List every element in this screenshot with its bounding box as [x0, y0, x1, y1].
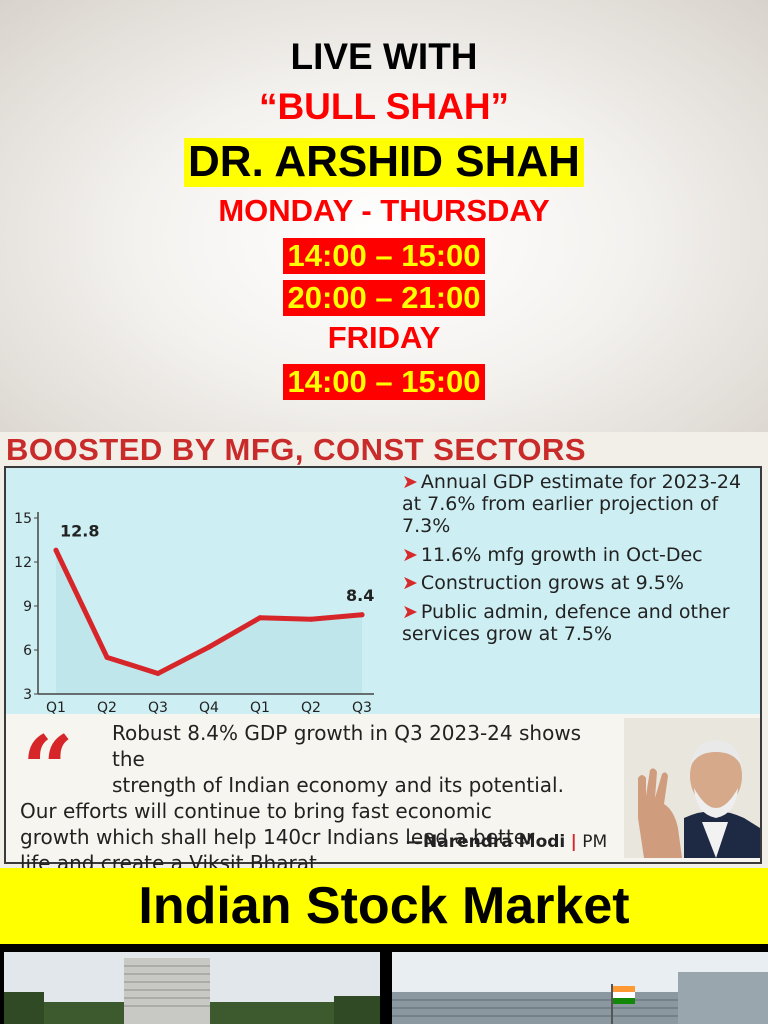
market-banner-title: Indian Stock Market: [138, 877, 630, 935]
bull-shah-label: “BULL SHAH”: [258, 86, 510, 127]
chart-y-tick-label: 12: [14, 555, 32, 571]
bullet-text: 11.6% mfg growth in Oct-Dec: [420, 543, 703, 566]
gdp-chart-svg: 151296312.88.4Q1Q2Q3Q4Q1Q2Q32022-232023-…: [14, 511, 374, 736]
chart-area-fill: [56, 550, 362, 694]
chart-x-tick-label: Q2: [97, 700, 117, 716]
speaker-portrait-icon: [624, 718, 760, 858]
chart-point: [359, 612, 365, 618]
chart-x-tick-label: Q4: [199, 700, 219, 716]
quote-mark-icon: “: [22, 716, 74, 822]
bullet-text: Public admin, defence and other services…: [402, 601, 730, 646]
stock-exchange-building-photo: [4, 952, 380, 1024]
time-slot-2-highlight: 20:00 – 21:00: [283, 280, 485, 316]
chart-point: [257, 615, 263, 621]
chart-y-tick-label: 6: [23, 643, 32, 659]
live-with-label: LIVE WITH: [290, 36, 478, 77]
weekday-label: MONDAY - THURSDAY: [218, 193, 550, 228]
chart-point: [308, 616, 314, 622]
news-clipping: BOOSTED BY MFG, CONST SECTORS 15 12 9 6 3 12.…: [0, 432, 768, 875]
arrow-icon: ➤: [402, 543, 418, 566]
signature-separator: |: [570, 832, 577, 852]
news-bullets: ➤ Annual GDP estimate for 2023-24 at 7.6%…: [402, 471, 752, 653]
schedule-section: LIVE WITH “BULL SHAH” DR. ARSHID SHAH MO…: [0, 0, 768, 432]
chart-point: [104, 654, 110, 660]
quote-box: “ Robust 8.4% GDP growth in Q3 2023-24 s…: [4, 714, 762, 875]
bullet-item: ➤ Public admin, defence and other service…: [402, 601, 752, 646]
arrow-icon: ➤: [402, 572, 418, 595]
chart-point: [206, 644, 212, 650]
bullet-item: ➤ Annual GDP estimate for 2023-24 at 7.6%…: [402, 471, 752, 538]
quote-line: Our efforts will continue to bring fast …: [20, 799, 492, 823]
friday-label: FRIDAY: [327, 320, 441, 355]
signature-role: PM: [582, 832, 608, 852]
time-slot-2: 20:00 – 21:00: [0, 280, 768, 316]
bullet-text: Construction grows at 9.5%: [420, 572, 684, 595]
quote-text: Robust 8.4% GDP growth in Q3 2023-24 sho…: [20, 720, 620, 876]
gdp-chart: 151296312.88.4Q1Q2Q3Q4Q1Q2Q32022-232023-…: [4, 468, 394, 746]
chart-y-tick-label: 15: [14, 511, 32, 527]
host-name: DR. ARSHID SHAH: [0, 138, 768, 187]
chart-x-tick-label: Q2: [301, 700, 321, 716]
chart-y-tick-label: 9: [23, 599, 32, 615]
arrow-icon: ➤: [402, 471, 418, 493]
chart-x-tick-label: Q3: [148, 700, 168, 716]
arrow-icon: ➤: [402, 601, 418, 624]
office-building-photo: [392, 952, 768, 1024]
market-banner: Indian Stock Market: [0, 868, 768, 944]
quote-line: Robust 8.4% GDP growth in Q3 2023-24 sho…: [112, 721, 582, 771]
chart-point: [155, 670, 161, 676]
bullet-item: ➤ Construction grows at 9.5%: [402, 572, 752, 595]
bullet-item: ➤ 11.6% mfg growth in Oct-Dec: [402, 543, 752, 567]
chart-x-tick-label: Q1: [46, 700, 66, 716]
quote-line: growth which shall help 140cr Indians le…: [20, 825, 535, 849]
quote-signature: —Narendra Modi | PM: [406, 832, 607, 852]
time-slot-3-highlight: 14:00 – 15:00: [283, 364, 485, 400]
time-slot-1: 14:00 – 15:00: [0, 238, 768, 274]
quote-line: strength of Indian economy and its poten…: [112, 773, 564, 797]
time-slot-1-highlight: 14:00 – 15:00: [283, 238, 485, 274]
news-headline: BOOSTED BY MFG, CONST SECTORS: [6, 432, 587, 467]
chart-point: [53, 547, 59, 553]
time-slot-3: 14:00 – 15:00: [0, 364, 768, 400]
bottom-photo-strip: [0, 944, 768, 1024]
chart-y-tick-label: 3: [23, 687, 32, 703]
chart-data-label: 12.8: [60, 521, 99, 540]
chart-x-tick-label: Q1: [250, 700, 270, 716]
host-name-highlight: DR. ARSHID SHAH: [184, 138, 584, 187]
chart-x-tick-label: Q3: [352, 700, 372, 716]
bullet-text: Annual GDP estimate for 2023-24 at 7.6% …: [402, 471, 742, 537]
chart-data-label: 8.4: [346, 586, 374, 605]
news-panel: [4, 466, 762, 750]
signature-name: —Narendra Modi: [406, 832, 566, 852]
